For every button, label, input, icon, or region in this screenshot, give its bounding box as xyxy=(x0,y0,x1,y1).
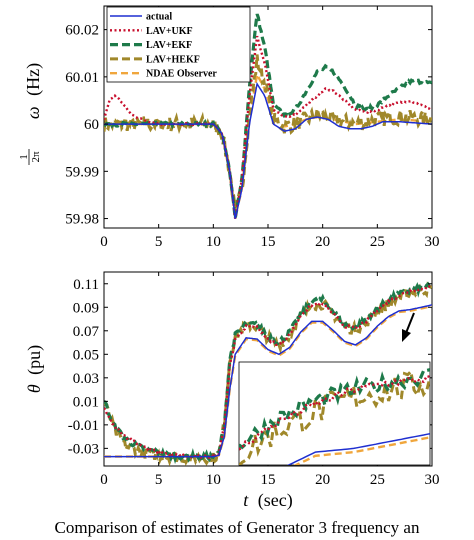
x-tick-label: 25 xyxy=(370,234,385,250)
y-tick-label: -0.03 xyxy=(68,441,99,457)
y-tick-label: 0.03 xyxy=(73,371,99,387)
x-tick-label: 25 xyxy=(370,472,385,488)
angle-tick-layer: 0 5 10 15 20 25 30 -0.03 -0.01 0.01 0.03 0.05 0.07 0.… xyxy=(68,272,440,488)
legend-label: LAV+UKF xyxy=(146,26,193,37)
angle-xlabel-var: t xyxy=(243,490,249,510)
frequency-tick-layer: 0 5 10 15 20 25 30 59.98 59.99 60 60.01 60.02 xyxy=(65,6,440,250)
y-tick-label: 0.09 xyxy=(73,300,99,316)
y-tick-label: 0.07 xyxy=(73,324,100,340)
series-line-actual xyxy=(104,81,432,219)
series-line-lav-ukf xyxy=(104,35,432,219)
x-tick-label: 15 xyxy=(261,234,276,250)
y-tick-label: 59.98 xyxy=(65,212,99,228)
angle-ylabel-unit: (pu) xyxy=(24,345,45,375)
angle-series-layer xyxy=(104,281,432,466)
x-tick-label: 30 xyxy=(425,234,440,250)
legend-label: LAV+HEKF xyxy=(146,54,200,65)
figure-caption: Comparison of estimates of Generator 3 f… xyxy=(54,518,420,537)
x-tick-label: 0 xyxy=(100,234,108,250)
frequency-legend: actual LAV+UKF LAV+EKF LAV+HEKF NDAE Observe… xyxy=(106,6,251,83)
x-tick-label: 10 xyxy=(206,234,221,250)
frequency-series-layer xyxy=(104,13,432,219)
x-tick-label: 30 xyxy=(425,472,440,488)
frequency-ylabel-fraction: 1 2π xyxy=(18,149,42,165)
inset-line-actual xyxy=(286,432,430,465)
frequency-ylabel-unit: (Hz) xyxy=(23,63,44,96)
frequency-ylabel-var: ω xyxy=(23,106,43,119)
fraction-numerator: 1 xyxy=(18,154,30,160)
arrow-shaft xyxy=(405,312,415,334)
x-tick-label: 10 xyxy=(206,472,221,488)
x-tick-label: 20 xyxy=(315,472,330,488)
legend-box xyxy=(106,6,251,83)
inset-series-layer xyxy=(239,368,430,465)
y-tick-label: 60.01 xyxy=(65,70,99,86)
frequency-chart: 0 5 10 15 20 25 30 59.98 59.99 60 60.01 60.02 actua… xyxy=(18,5,440,250)
frequency-ylabel: ω (Hz) xyxy=(23,63,44,119)
arrow-head xyxy=(402,329,411,342)
y-tick-label: 60 xyxy=(84,117,99,133)
series-line-lav-ekf xyxy=(104,281,432,465)
legend-label: NDAE Observer xyxy=(146,69,217,80)
y-tick-label: 59.99 xyxy=(65,164,99,180)
legend-items: actual LAV+UKF LAV+EKF LAV+HEKF NDAE Observe… xyxy=(110,12,217,80)
y-tick-label: 0.01 xyxy=(73,394,99,410)
series-line-lav-ekf xyxy=(104,13,432,219)
series-line-lav-ukf xyxy=(104,285,432,460)
x-tick-label: 15 xyxy=(261,472,276,488)
y-tick-label: -0.01 xyxy=(68,418,99,434)
series-line-ndae-observer xyxy=(104,304,432,458)
inset-line-lav-ukf xyxy=(239,374,430,451)
angle-ylabel-var: θ xyxy=(24,384,44,393)
fraction-denominator: 2π xyxy=(30,151,42,163)
y-tick-label: 60.02 xyxy=(65,23,99,39)
angle-xlabel: t (sec) xyxy=(243,490,293,511)
angle-chart: 0 5 10 15 20 25 30 -0.03 -0.01 0.01 0.03 0.05 0.07 0.… xyxy=(24,271,440,511)
x-tick-label: 20 xyxy=(315,234,330,250)
series-line-actual xyxy=(104,304,432,458)
angle-ylabel: θ (pu) xyxy=(24,345,45,393)
x-tick-label: 5 xyxy=(155,472,163,488)
y-tick-label: 0.05 xyxy=(73,347,99,363)
series-line-ndae-observer xyxy=(104,70,432,217)
y-tick-label: 0.11 xyxy=(73,277,99,293)
x-tick-label: 0 xyxy=(100,472,108,488)
series-line-lav-hekf xyxy=(104,54,432,209)
legend-label: actual xyxy=(146,12,172,23)
zoom-inset xyxy=(238,361,431,466)
x-tick-label: 5 xyxy=(155,234,163,250)
angle-plot-area: 0 5 10 15 20 25 30 -0.03 -0.01 0.01 0.03 0.05 0.07 0.… xyxy=(68,271,440,488)
zoom-arrow xyxy=(402,312,415,342)
frequency-plot-area: 0 5 10 15 20 25 30 59.98 59.99 60 60.01 60.02 xyxy=(65,5,440,250)
angle-xlabel-unit: (sec) xyxy=(258,490,293,511)
inset-line-lav-ekf xyxy=(239,368,430,450)
legend-label: LAV+EKF xyxy=(146,40,192,51)
